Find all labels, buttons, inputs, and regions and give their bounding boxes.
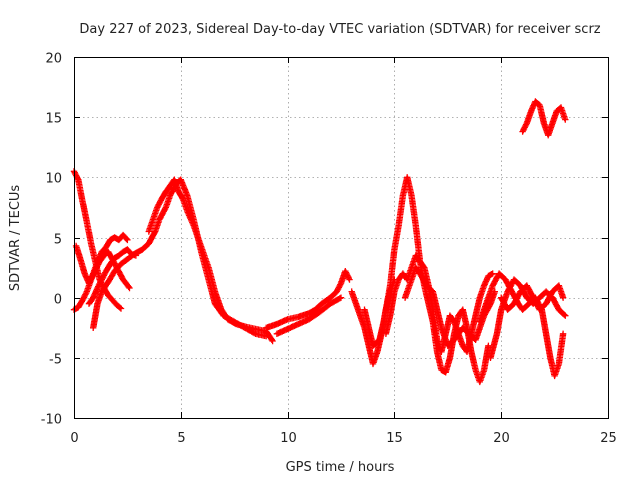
series-markers <box>519 98 569 139</box>
chart-title: Day 227 of 2023, Sidereal Day-to-day VTE… <box>79 22 600 37</box>
y-tick-label: 0 <box>54 293 62 308</box>
series-arc-16 <box>519 98 569 139</box>
plot-frame <box>74 57 609 419</box>
series-markers <box>72 231 131 287</box>
series-markers <box>382 252 496 355</box>
series-markers <box>145 176 276 345</box>
y-tick-label: -5 <box>49 353 62 368</box>
y-axis-label: SDTVAR / TECUs <box>8 185 23 292</box>
y-tick-label: 10 <box>45 172 62 187</box>
y-tick-label: -10 <box>41 413 62 428</box>
x-tick-label: 5 <box>177 431 185 446</box>
data-points <box>70 98 569 386</box>
x-tick-label: 15 <box>386 431 403 446</box>
series-arc-6 <box>145 176 276 345</box>
x-tick-label: 25 <box>600 431 617 446</box>
series-arc-13 <box>476 270 567 380</box>
x-tick-label: 0 <box>70 431 78 446</box>
series-markers <box>273 294 345 337</box>
y-tick-label: 15 <box>45 112 62 127</box>
x-tick-label: 20 <box>493 431 510 446</box>
series-markers <box>263 268 353 331</box>
series-markers <box>498 282 567 313</box>
series-markers <box>476 270 567 380</box>
series-arc-4 <box>85 246 140 307</box>
y-tick-label: 20 <box>45 52 62 67</box>
series-arc-7 <box>263 268 353 331</box>
series-arc-15 <box>498 282 567 313</box>
y-tick-label: 5 <box>54 233 62 248</box>
series-arc-3 <box>72 231 131 287</box>
tick-labels: 0 5 10 15 20 25 -10 -5 0 5 10 15 20 <box>41 52 617 447</box>
series-markers <box>85 246 140 307</box>
series-arc-11 <box>382 252 496 355</box>
x-tick-label: 10 <box>280 431 297 446</box>
series-arc-8 <box>273 294 345 337</box>
x-axis-label: GPS time / hours <box>286 460 395 475</box>
